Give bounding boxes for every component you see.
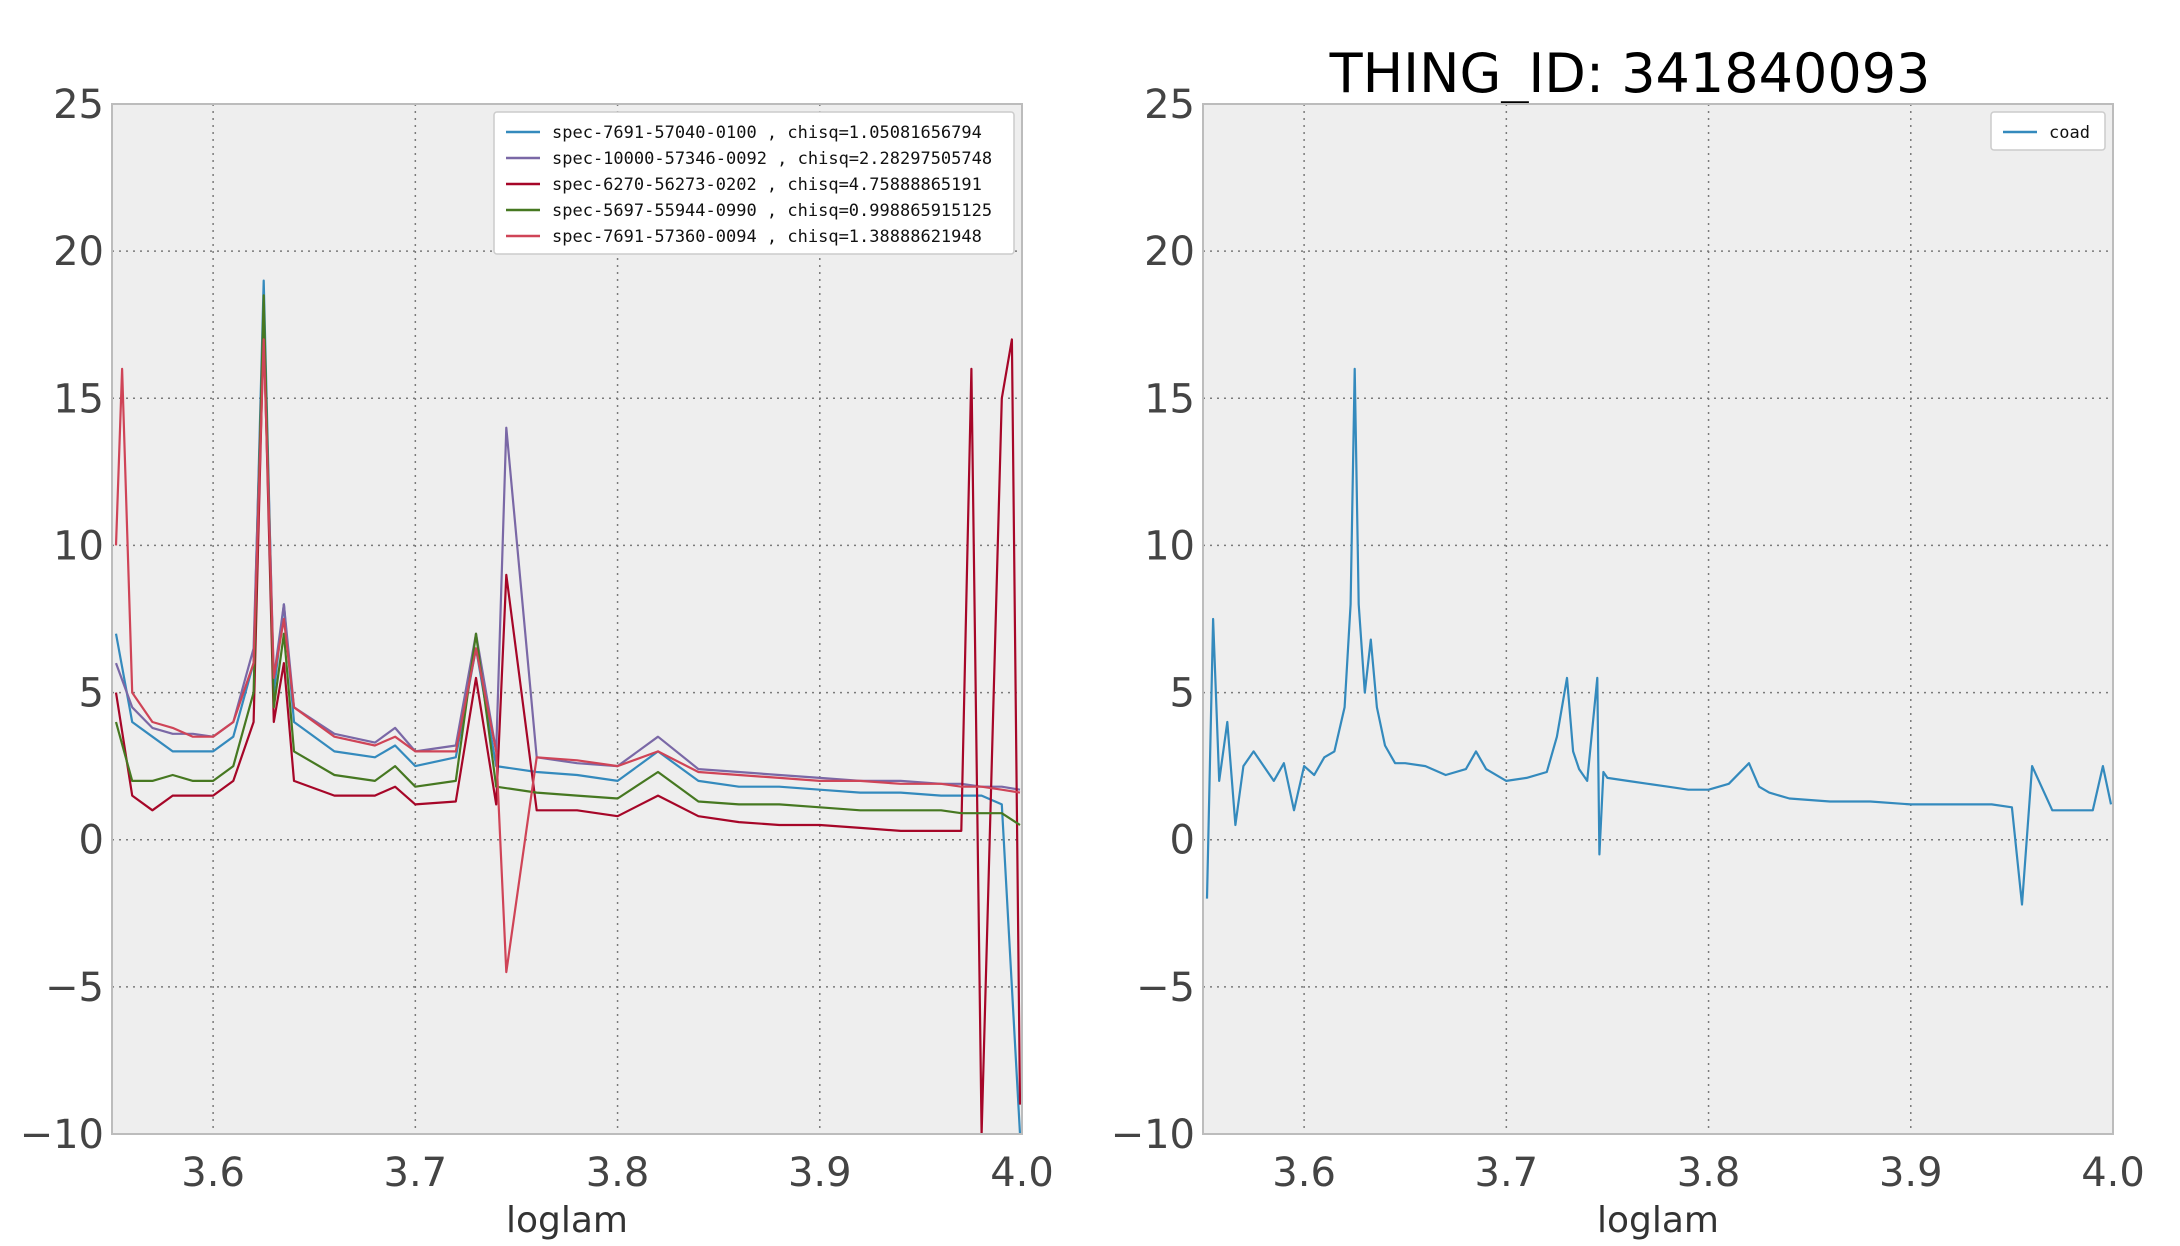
x-axis-label: loglam <box>506 1200 628 1241</box>
legend-entry: spec-10000-57346-0092 , chisq=2.28297505… <box>552 149 992 169</box>
left-chart-panel: 3.6 3.7 3.8 3.9 4.0 −10 −5 0 5 10 15 20 25 loglam spec… <box>20 82 1054 1241</box>
series-line-4 <box>114 294 1021 826</box>
x-tick-label: 3.7 <box>384 1150 448 1196</box>
plot-frame <box>1202 103 2114 1135</box>
x-tick-label: 4.0 <box>2081 1150 2145 1196</box>
x-tick-label: 3.6 <box>181 1150 245 1196</box>
legend: coad <box>1990 111 2106 151</box>
y-tick-label: 0 <box>1170 818 1195 864</box>
x-tick-label: 3.8 <box>586 1150 650 1196</box>
series-line-5 <box>114 338 1021 974</box>
y-tick-label: −5 <box>1136 965 1195 1011</box>
legend-box <box>493 111 1015 255</box>
legend-entry: spec-5697-55944-0990 , chisq=0.998865915… <box>552 201 992 221</box>
legend-box <box>1990 111 2106 151</box>
x-tick-label: 4.0 <box>990 1150 1054 1196</box>
plot-frame <box>111 103 1023 1135</box>
x-tick-label: 3.9 <box>1879 1150 1943 1196</box>
plot-area <box>112 104 1022 1134</box>
legend-entry: spec-7691-57360-0094 , chisq=1.388886219… <box>552 227 982 247</box>
y-tick-label: 25 <box>53 82 104 128</box>
x-axis-label: loglam <box>1597 1200 1719 1241</box>
y-tick-label: 20 <box>1144 229 1195 275</box>
figure-title: THING_ID: 341840093 <box>1329 42 1931 105</box>
x-tick-label: 3.9 <box>788 1150 852 1196</box>
x-tick-label: 3.7 <box>1475 1150 1539 1196</box>
legend-entry: spec-6270-56273-0202 , chisq=4.758888651… <box>552 175 982 195</box>
right-chart-panel: 3.6 3.7 3.8 3.9 4.0 −10 −5 0 5 10 15 20 25 loglam coad <box>1111 82 2145 1241</box>
x-tick-label: 3.8 <box>1677 1150 1741 1196</box>
y-tick-label: 5 <box>79 671 104 717</box>
y-tick-label: 10 <box>1144 523 1195 569</box>
y-tick-label: 25 <box>1144 82 1195 128</box>
legend: spec-7691-57040-0100 , chisq=1.050816567… <box>493 111 1015 255</box>
y-tick-label: 10 <box>53 523 104 569</box>
y-tick-label: 0 <box>79 818 104 864</box>
plot-area <box>1203 104 2113 1134</box>
legend-entry: coad <box>2049 123 2090 143</box>
y-tick-label: 20 <box>53 229 104 275</box>
legend-entry: spec-7691-57040-0100 , chisq=1.050816567… <box>552 123 982 143</box>
y-tick-label: −10 <box>1111 1112 1195 1158</box>
series-line-3 <box>114 323 1022 1134</box>
y-tick-label: −10 <box>20 1112 104 1158</box>
series-line-1 <box>1205 367 2113 906</box>
y-tick-label: −5 <box>45 965 104 1011</box>
y-tick-label: 5 <box>1170 671 1195 717</box>
y-tick-label: 15 <box>1144 376 1195 422</box>
x-tick-label: 3.6 <box>1272 1150 1336 1196</box>
y-tick-label: 15 <box>53 376 104 422</box>
